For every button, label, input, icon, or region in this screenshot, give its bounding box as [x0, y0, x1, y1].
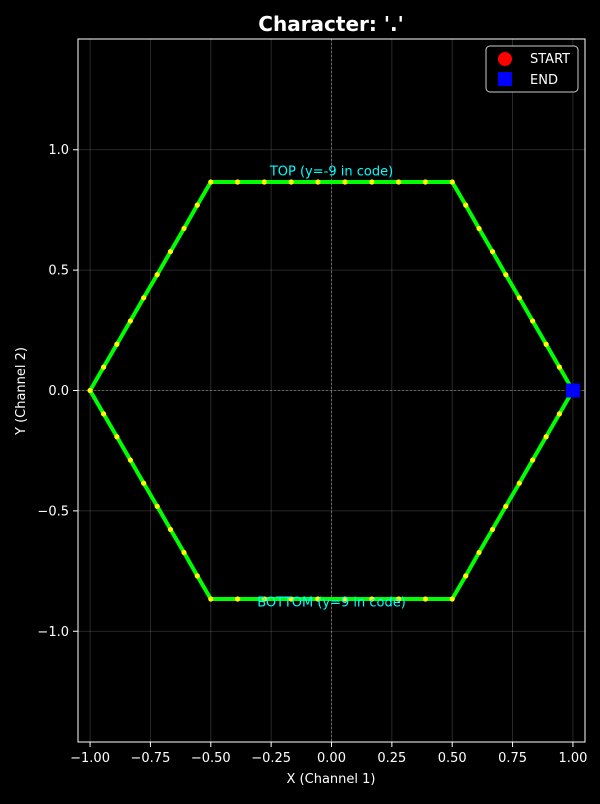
stroke-point [489, 526, 496, 533]
y-tick-label: 1.0 [48, 143, 69, 158]
stroke-point [234, 596, 241, 602]
legend-start-marker [498, 52, 512, 66]
y-tick-label: 0.5 [48, 264, 69, 279]
stroke-point [154, 503, 160, 509]
stroke-point [154, 272, 160, 278]
legend-end-label: END [530, 73, 558, 88]
stroke-point [396, 179, 402, 185]
stroke-point [315, 596, 321, 602]
stroke-point [261, 179, 267, 185]
legend-end-marker [498, 72, 512, 86]
stroke-point [476, 225, 482, 232]
chart-title: Character: '.' [258, 12, 403, 36]
stroke-point [543, 341, 549, 347]
stroke-point [543, 434, 549, 440]
stroke-point [516, 295, 522, 301]
stroke-point [181, 549, 187, 556]
stroke-point [476, 549, 482, 556]
y-tick-label: 0.0 [48, 384, 69, 399]
stroke-point [342, 596, 348, 602]
x-axis-label: X (Channel 1) [287, 772, 376, 787]
stroke-point [194, 573, 200, 579]
x-tick-label: −0.25 [251, 751, 291, 766]
stroke-point [288, 179, 294, 185]
stroke-point [127, 457, 133, 463]
x-tick-label: 0.00 [317, 751, 346, 766]
stroke-point [234, 179, 241, 185]
stroke-point [114, 434, 120, 440]
stroke-point [530, 318, 536, 324]
x-tick-label: 0.75 [498, 751, 527, 766]
stroke-point [127, 318, 133, 324]
stroke-point [556, 411, 563, 417]
stroke-point [100, 364, 107, 370]
stroke-point [422, 596, 429, 602]
legend-start-label: START [530, 52, 570, 67]
stroke-point [449, 179, 455, 185]
y-axis-label: Y (Channel 2) [14, 347, 29, 436]
stroke-point [530, 457, 536, 463]
top-annotation: TOP (y=-9 in code) [269, 164, 393, 179]
y-tick-label: −0.5 [37, 504, 69, 519]
stroke-point [208, 179, 214, 185]
stroke-point [141, 480, 147, 486]
bottom-annotation: BOTTOM (y=9 in code) [257, 595, 406, 610]
legend: START END [485, 45, 579, 93]
stroke-point [503, 503, 509, 509]
stroke-point [463, 202, 469, 208]
stroke-point [342, 179, 348, 185]
stroke-point [87, 387, 93, 394]
x-tick-label: 1.00 [558, 751, 587, 766]
y-tick-label: −1.0 [37, 625, 69, 640]
stroke-point [208, 596, 214, 602]
grid [78, 39, 585, 742]
stroke-point [141, 295, 147, 301]
stroke-point [489, 248, 496, 255]
stroke-point [503, 272, 509, 278]
end-marker [565, 383, 580, 398]
stroke-point [556, 364, 563, 370]
stroke-point [261, 596, 267, 602]
stroke-point [369, 179, 375, 185]
stroke-point [100, 411, 107, 417]
stroke-point [396, 596, 402, 602]
x-tick-label: −1.00 [70, 751, 110, 766]
x-tick-label: 0.50 [438, 751, 467, 766]
axes: −1.00 −0.75 −0.50 −0.25 0.00 0.25 0.50 0.75 1.00… [37, 38, 587, 766]
plot-area: TOP (y=-9 in code) BOTTOM (y=9 in code) [87, 164, 580, 610]
stroke-point [463, 573, 469, 579]
stroke-point [449, 596, 455, 602]
x-tick-label: −0.50 [191, 751, 231, 766]
stroke-point [167, 526, 174, 533]
stroke-point [181, 225, 187, 232]
stroke-point [288, 596, 294, 602]
stroke-point [194, 202, 200, 208]
stroke-point [167, 248, 174, 255]
x-tick-label: 0.25 [377, 751, 406, 766]
x-tick-label: −0.75 [131, 751, 171, 766]
stroke-point [369, 596, 375, 602]
stroke-point [422, 179, 429, 185]
stroke-point [315, 179, 321, 185]
stroke-point [516, 480, 522, 486]
stroke-point [114, 341, 120, 347]
